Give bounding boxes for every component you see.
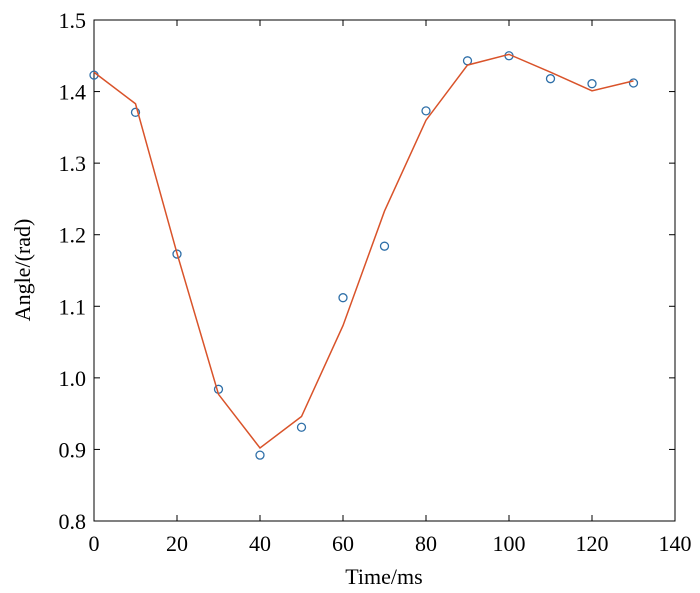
x-tick-label: 100 bbox=[493, 531, 526, 556]
y-tick-label: 1.0 bbox=[59, 366, 87, 391]
x-tick-label: 80 bbox=[415, 531, 437, 556]
x-tick-label: 0 bbox=[89, 531, 100, 556]
y-tick-label: 1.2 bbox=[59, 223, 87, 248]
y-tick-label: 1.4 bbox=[59, 80, 87, 105]
data-point bbox=[255, 450, 265, 460]
y-tick-label: 0.9 bbox=[59, 437, 87, 462]
y-tick-label: 1.3 bbox=[59, 151, 87, 176]
data-point bbox=[172, 249, 182, 259]
data-point bbox=[587, 79, 597, 89]
x-tick-label: 20 bbox=[166, 531, 188, 556]
y-tick-label: 0.8 bbox=[59, 509, 87, 534]
data-point bbox=[421, 106, 431, 116]
data-point bbox=[628, 78, 639, 88]
x-axis-label: Time/ms bbox=[345, 564, 422, 589]
x-tick-label: 40 bbox=[249, 531, 271, 556]
y-axis-label: Angle/(rad) bbox=[10, 219, 35, 322]
data-point bbox=[296, 422, 307, 432]
x-tick-label: 120 bbox=[576, 531, 609, 556]
y-tick-label: 1.1 bbox=[59, 294, 87, 319]
x-tick-label: 140 bbox=[659, 531, 692, 556]
x-tick-label: 60 bbox=[332, 531, 354, 556]
data-point bbox=[130, 107, 141, 117]
data-line bbox=[93, 53, 634, 450]
data-point bbox=[338, 293, 348, 303]
plot-frame bbox=[93, 19, 676, 522]
data-point bbox=[545, 74, 556, 84]
data-point bbox=[379, 241, 390, 251]
y-tick-label: 1.5 bbox=[59, 8, 87, 33]
